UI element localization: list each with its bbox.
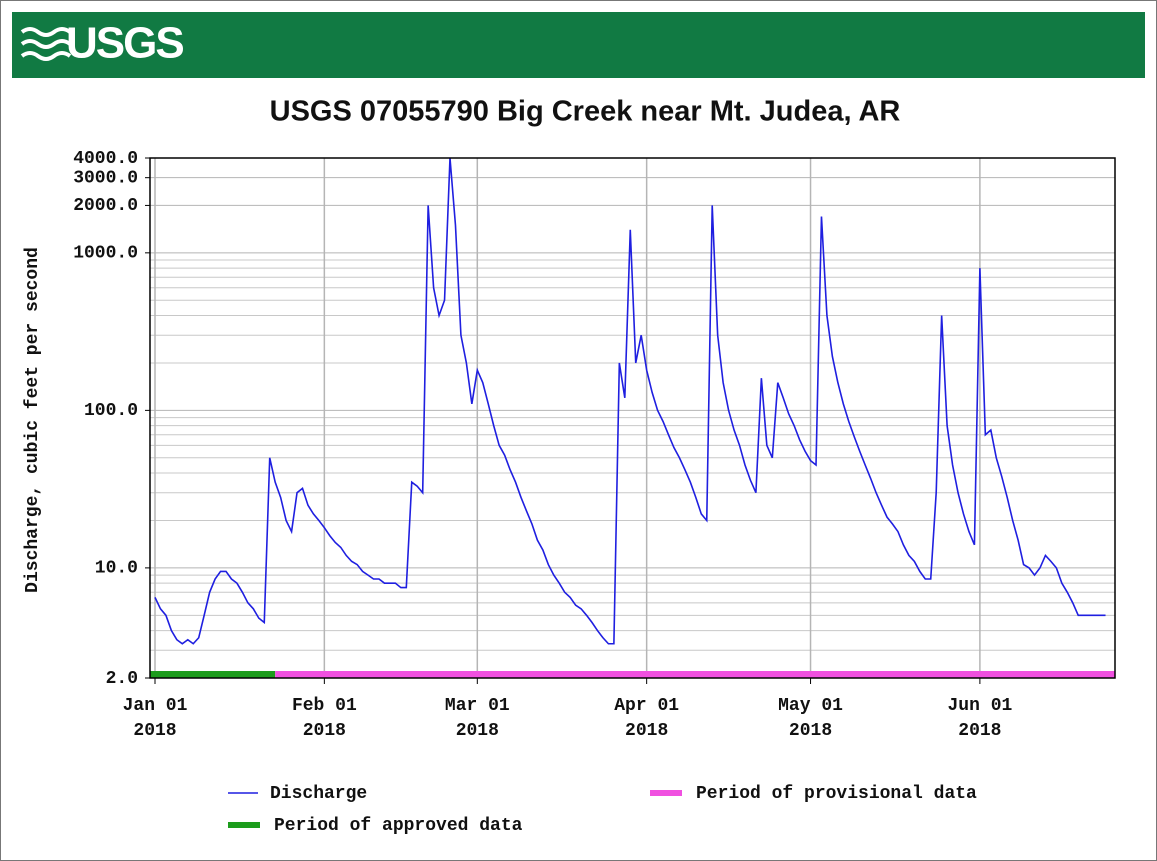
discharge-line: [154, 158, 1106, 645]
y-tick-label: 4000.0: [73, 149, 138, 169]
period-bar: [275, 671, 1115, 678]
legend-label: Period of provisional data: [696, 784, 977, 804]
y-tick-label: 2000.0: [73, 196, 138, 216]
chart-title: USGS 07055790 Big Creek near Mt. Judea, …: [270, 96, 901, 128]
x-tick-label: Apr 01 2018: [614, 696, 679, 741]
logo-waves: [20, 27, 72, 61]
y-tick-label: 3000.0: [73, 168, 138, 188]
x-tick-label: Mar 01 2018: [445, 696, 510, 741]
y-tick-label: 100.0: [84, 401, 138, 421]
logo-text: USGS: [66, 19, 183, 68]
x-tick-label: Jun 01 2018: [947, 696, 1012, 741]
y-tick-label: 2.0: [106, 669, 138, 689]
y-tick-label: 1000.0: [73, 244, 138, 264]
legend-label: Period of approved data: [274, 816, 523, 836]
legend-label: Discharge: [270, 784, 367, 804]
plot-frame: [149, 157, 1116, 679]
y-tick-label: 10.0: [95, 559, 138, 579]
x-tick-label: Feb 01 2018: [292, 696, 357, 741]
y-axis-label: Discharge, cubic feet per second: [23, 247, 43, 593]
header-bar: [12, 12, 1145, 78]
x-tick-label: Jan 01 2018: [123, 696, 188, 741]
period-bar: [150, 671, 276, 678]
x-tick-label: May 01 2018: [778, 696, 843, 741]
